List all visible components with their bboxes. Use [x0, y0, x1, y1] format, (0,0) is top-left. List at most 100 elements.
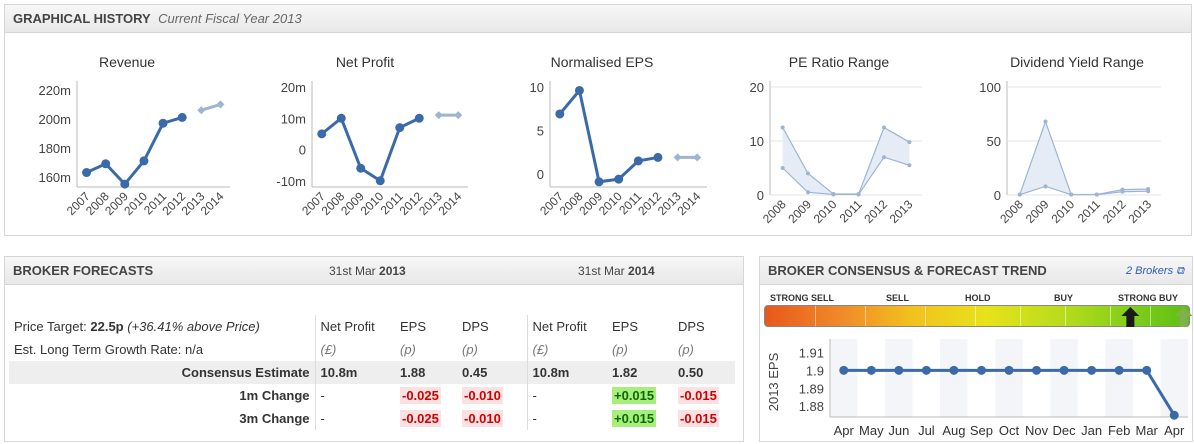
x-tick-label: 2014: [436, 189, 465, 218]
consensus-cell: 10.8m: [526, 361, 607, 384]
unit-cell: (p): [678, 342, 694, 357]
x-tick-label: Jun: [888, 423, 909, 438]
data-point: [1087, 365, 1097, 375]
data-point: [336, 113, 346, 123]
data-point: [907, 140, 912, 145]
price-target: Price Target: 22.5p (+36.41% above Price…: [14, 319, 260, 334]
consensus-cell: 10.8m: [314, 361, 395, 384]
series-line: [200, 102, 221, 112]
data-point: [1017, 192, 1022, 197]
x-tick-label: 2012: [1100, 197, 1129, 226]
data-point: [1043, 119, 1048, 124]
month-band: [830, 339, 858, 417]
series-line: [1019, 185, 1149, 196]
y-tick-label: -10m: [276, 174, 306, 189]
y-tick-label: 10m: [281, 111, 306, 126]
y-tick-label: 100: [979, 80, 1001, 95]
forecast-point: [216, 100, 225, 109]
forecast-point: [673, 153, 682, 162]
month-band: [967, 339, 996, 417]
y-tick-label: 0: [994, 188, 1001, 203]
consensus-row: Consensus Estimate 10.8m 1.88 0.45 10.8m…: [9, 361, 735, 384]
data-point: [1114, 365, 1124, 375]
y-tick-label: 1.89: [799, 381, 824, 396]
label-hold: HOLD: [965, 293, 991, 303]
consensus-arrow-icon: [1121, 307, 1140, 327]
y-tick-label: 1.91: [799, 345, 824, 360]
forecast-date-2014: 31st Mar 2014: [578, 264, 655, 278]
history-charts: Revenue160m180m200m220m20072008200920102…: [38, 54, 1161, 226]
data-point: [1146, 189, 1151, 194]
unit-cell: (p): [462, 342, 478, 357]
data-point: [780, 125, 785, 130]
forecast-point: [434, 111, 443, 120]
x-tick-label: Aug: [942, 423, 965, 438]
change-cell: -: [314, 407, 395, 430]
data-point: [856, 192, 861, 197]
x-tick-label: Jan: [1081, 423, 1102, 438]
unit-cell: (£): [526, 338, 607, 361]
y-tick-label: 50: [987, 134, 1001, 149]
broker-forecasts-panel: BROKER FORECASTS 31st Mar 2013 31st Mar …: [4, 256, 744, 442]
y-tick-label: 0: [757, 188, 764, 203]
chart-title: Normalised EPS: [551, 54, 654, 70]
data-point: [921, 365, 931, 375]
data-point: [414, 113, 424, 123]
change-cell: -: [526, 407, 607, 430]
data-point: [831, 192, 836, 197]
data-point: [1094, 192, 1099, 197]
x-tick-label: Sep: [970, 423, 993, 438]
data-point: [653, 152, 663, 162]
x-tick-label: 2009: [785, 197, 814, 226]
forecast-date-2013: 31st Mar 2013: [329, 264, 406, 278]
data-point: [555, 109, 565, 119]
table-row: Price Target: 22.5p (+36.41% above Price…: [9, 315, 735, 338]
data-point: [1032, 365, 1042, 375]
y-tick-label: 220m: [38, 83, 71, 98]
chart-title: Revenue: [99, 54, 155, 70]
change-1m-row: 1m Change - -0.025 -0.010 - +0.015 -0.01…: [9, 384, 735, 407]
y-tick-label: 200m: [38, 112, 71, 127]
data-point: [1059, 365, 1069, 375]
label-sell: SELL: [886, 293, 910, 303]
month-band: [1022, 339, 1051, 417]
change-cell: -: [314, 384, 395, 407]
month-band: [1050, 339, 1078, 417]
y-tick-label: 10: [530, 80, 544, 95]
broker-consensus-header: BROKER CONSENSUS & FORECAST TREND 2 Brok…: [760, 257, 1192, 285]
data-point: [395, 123, 405, 133]
forecast-point: [693, 153, 702, 162]
brokers-link[interactable]: 2 Brokers ⧉: [1126, 265, 1184, 277]
data-point: [866, 365, 876, 375]
consensus-cell: 1.88: [395, 361, 457, 384]
month-band: [912, 339, 941, 417]
month-band: [995, 339, 1023, 417]
table-row: Est. Long Term Growth Rate: n/a (£) (p) …: [9, 338, 735, 361]
data-point: [101, 159, 111, 169]
header-dps-2014: DPS: [678, 319, 705, 334]
data-point: [780, 166, 785, 170]
change-cell: -0.015: [678, 410, 719, 427]
x-tick-label: 2013: [887, 197, 916, 226]
header-eps-2013: EPS: [400, 319, 427, 334]
consensus-cell: 1.82: [607, 361, 673, 384]
data-point: [806, 190, 810, 195]
x-tick-label: 2010: [811, 197, 840, 226]
data-point: [139, 156, 149, 166]
external-link-icon: ⧉: [1176, 265, 1184, 277]
data-point: [1120, 189, 1125, 194]
series-line: [558, 87, 659, 184]
graphical-history-panel: GRAPHICAL HISTORY Current Fiscal Year 20…: [4, 4, 1192, 236]
x-tick-label: Nov: [1025, 423, 1049, 438]
x-tick-label: 2008: [997, 197, 1026, 226]
data-point: [1069, 192, 1074, 197]
data-point: [882, 125, 886, 130]
data-point: [1043, 184, 1048, 189]
x-tick-label: 2011: [837, 197, 865, 225]
month-band: [885, 339, 913, 417]
change-1m-label: 1m Change: [239, 388, 310, 403]
header-eps-2014: EPS: [612, 319, 639, 334]
consensus-arrows: [1121, 307, 1193, 327]
data-point: [894, 365, 904, 375]
x-tick-label: Dec: [1053, 423, 1077, 438]
